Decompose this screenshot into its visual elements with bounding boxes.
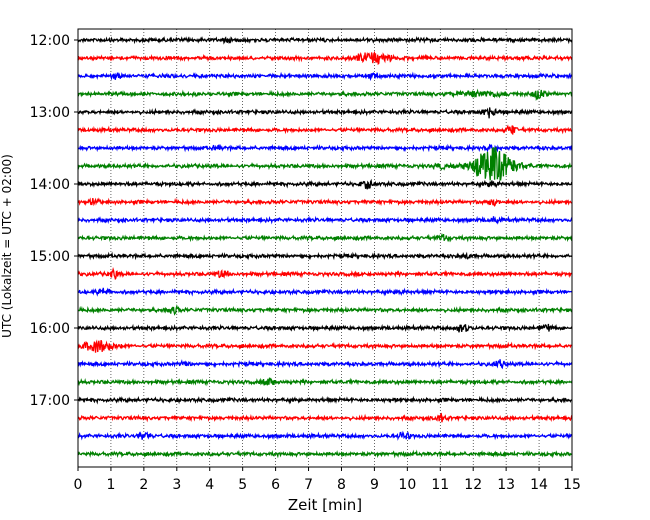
trace-line [77,143,573,154]
y-tick-label: 12:00 [30,33,70,49]
x-tick-label: 10 [398,477,416,493]
trace-line [77,232,573,243]
x-tick-label: 13 [497,477,515,493]
x-tick-label: 15 [563,477,581,493]
trace-line [77,287,573,297]
trace-line [77,267,573,281]
x-tick-label: 11 [431,477,449,493]
trace-line [77,124,573,135]
trace-line [77,359,573,370]
y-tick-label: 17:00 [30,393,70,409]
x-tick-label: 0 [74,477,83,493]
trace-line [77,339,573,353]
trace-line [77,35,573,45]
trace-line [77,323,573,333]
trace-line [77,88,573,102]
trace-line [77,412,573,423]
trace-line [77,377,573,387]
x-tick-label: 6 [271,477,280,493]
y-tick-label: 14:00 [30,177,70,193]
x-tick-label: 4 [205,477,214,493]
trace-line [77,107,573,119]
plot-frame [77,28,573,468]
x-tick-label: 3 [172,477,181,493]
x-axis-label: Zeit [min] [288,496,362,514]
trace-line [77,395,573,405]
x-tick-label: 1 [106,477,115,493]
y-tick-label: 13:00 [30,105,70,121]
y-tick-label: 16:00 [30,321,70,337]
x-tick-label: 5 [238,477,247,493]
x-tick-label: 12 [464,477,482,493]
x-axis-ticks: 0 1 2 3 4 5 6 7 8 9 10 11 12 13 14 15 [74,467,581,493]
trace-line [77,178,573,190]
seismogram-traces [77,35,573,459]
trace-line [77,304,573,316]
trace-line [77,71,573,82]
x-tick-label: 7 [304,477,313,493]
trace-line [77,449,573,459]
x-tick-label: 9 [370,477,379,493]
x-tick-label: 8 [337,477,346,493]
y-axis-label: UTC (Lokalzeit = UTC + 02:00) [0,154,14,338]
trace-line [77,430,573,441]
trace-line [77,215,573,225]
x-tick-label: 2 [139,477,148,493]
y-axis-ticks: 12:00 13:00 14:00 15:00 16:00 17:00 [30,33,78,409]
trace-line [77,197,573,207]
trace-line [77,146,573,181]
trace-line [77,50,573,66]
y-tick-label: 15:00 [30,249,70,265]
x-tick-label: 14 [530,477,548,493]
trace-line [77,251,573,261]
